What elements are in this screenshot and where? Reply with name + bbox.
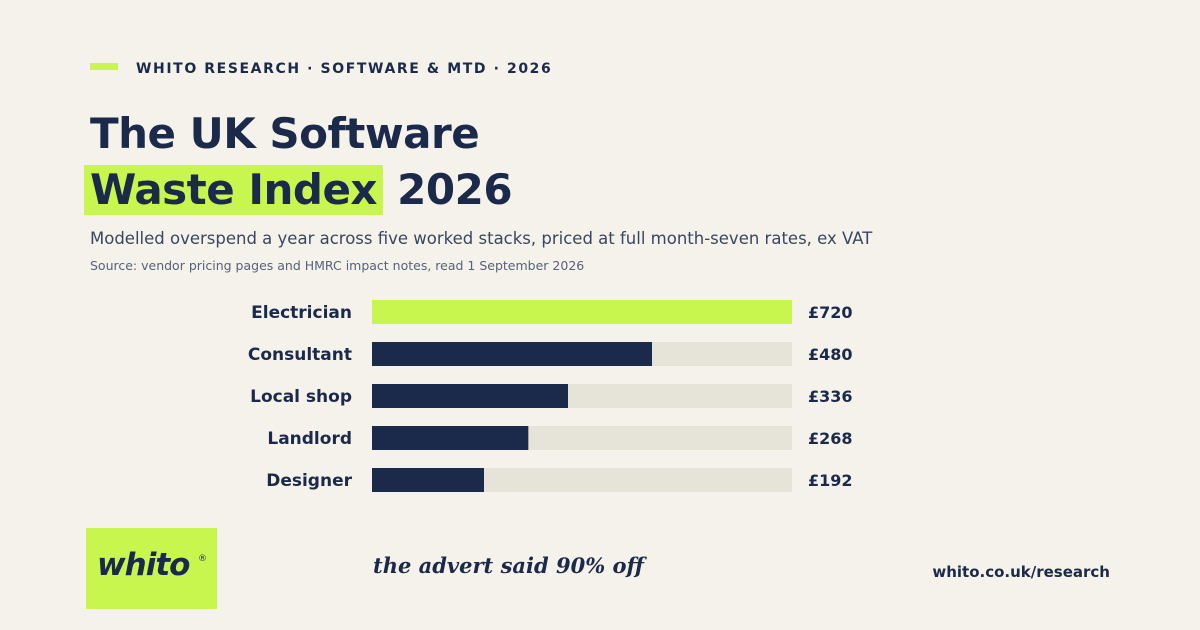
eyebrow-label: WHITO RESEARCH · SOFTWARE & MTD · 2026 (136, 61, 553, 77)
bar-local-shop (372, 384, 568, 408)
bar-chart: Electrician £720 Consultant £480 Local shop £… (248, 300, 853, 492)
category-label-consultant: Consultant (248, 345, 352, 365)
bar-landlord (372, 426, 529, 450)
category-label-electrician: Electrician (251, 303, 352, 323)
value-label-landlord: £268 (808, 429, 853, 448)
title-year: 2026 (397, 165, 513, 214)
logo-wordmark: whito (97, 547, 190, 583)
bar-designer (372, 468, 484, 492)
registered-mark: ® (198, 554, 207, 564)
title-line-1: The UK Software (90, 109, 480, 158)
bar-electrician (372, 300, 792, 324)
subtitle: Modelled overspend a year across five wo… (90, 229, 873, 248)
research-link[interactable]: whito.co.uk/research (932, 563, 1110, 581)
category-label-designer: Designer (266, 471, 352, 491)
source-note: Source: vendor pricing pages and HMRC im… (90, 258, 585, 273)
value-label-local-shop: £336 (808, 387, 853, 406)
category-label-local-shop: Local shop (250, 387, 352, 407)
value-label-consultant: £480 (808, 345, 853, 364)
whito-logo: whito ® (86, 528, 217, 609)
category-label-landlord: Landlord (267, 429, 352, 449)
title-highlight: Waste Index (84, 165, 384, 215)
eyebrow-accent-bar (90, 63, 118, 70)
tagline: the advert said 90% off (373, 553, 644, 578)
value-label-electrician: £720 (808, 303, 853, 322)
title-line-2: Waste Index 2026 (84, 162, 513, 218)
value-label-designer: £192 (808, 471, 853, 490)
page-title: The UK Software Waste Index 2026 (84, 106, 513, 218)
bar-consultant (372, 342, 652, 366)
